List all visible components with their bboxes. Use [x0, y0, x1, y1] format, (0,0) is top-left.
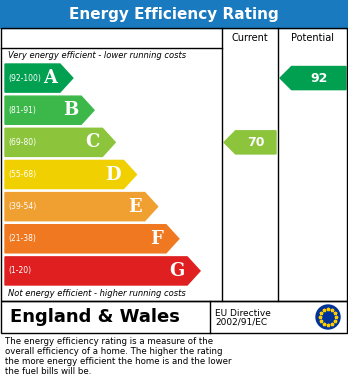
Text: F: F — [150, 230, 163, 248]
Text: E: E — [128, 197, 142, 216]
Bar — [1, 28, 347, 301]
Polygon shape — [280, 66, 346, 90]
Text: the more energy efficient the home is and the lower: the more energy efficient the home is an… — [5, 357, 231, 366]
Polygon shape — [5, 160, 136, 188]
Polygon shape — [5, 64, 73, 92]
Text: the fuel bills will be.: the fuel bills will be. — [5, 367, 92, 376]
Text: C: C — [85, 133, 100, 151]
Text: (92-100): (92-100) — [8, 74, 41, 83]
Text: A: A — [43, 69, 57, 87]
Text: (55-68): (55-68) — [8, 170, 36, 179]
Text: England & Wales: England & Wales — [10, 308, 180, 326]
Circle shape — [316, 305, 340, 329]
Text: D: D — [105, 165, 121, 183]
Text: EU Directive: EU Directive — [215, 308, 271, 317]
Text: (1-20): (1-20) — [8, 266, 31, 275]
Polygon shape — [5, 96, 94, 124]
Text: 92: 92 — [310, 72, 327, 84]
Bar — [0, 0, 348, 28]
Polygon shape — [5, 193, 158, 221]
Bar — [1, 301, 347, 333]
Text: Not energy efficient - higher running costs: Not energy efficient - higher running co… — [8, 289, 186, 298]
Text: (21-38): (21-38) — [8, 234, 36, 243]
Text: Potential: Potential — [292, 33, 334, 43]
Text: overall efficiency of a home. The higher the rating: overall efficiency of a home. The higher… — [5, 347, 222, 356]
Text: 2002/91/EC: 2002/91/EC — [215, 317, 267, 326]
Text: Very energy efficient - lower running costs: Very energy efficient - lower running co… — [8, 50, 186, 59]
Text: G: G — [169, 262, 184, 280]
Polygon shape — [5, 225, 179, 253]
Text: (69-80): (69-80) — [8, 138, 36, 147]
Polygon shape — [5, 257, 200, 285]
Polygon shape — [5, 128, 115, 156]
Text: Current: Current — [232, 33, 268, 43]
Text: (39-54): (39-54) — [8, 202, 36, 211]
Text: (81-91): (81-91) — [8, 106, 36, 115]
Text: The energy efficiency rating is a measure of the: The energy efficiency rating is a measur… — [5, 337, 213, 346]
Text: 70: 70 — [247, 136, 264, 149]
Polygon shape — [224, 131, 276, 154]
Text: Energy Efficiency Rating: Energy Efficiency Rating — [69, 7, 279, 22]
Text: B: B — [63, 101, 78, 119]
